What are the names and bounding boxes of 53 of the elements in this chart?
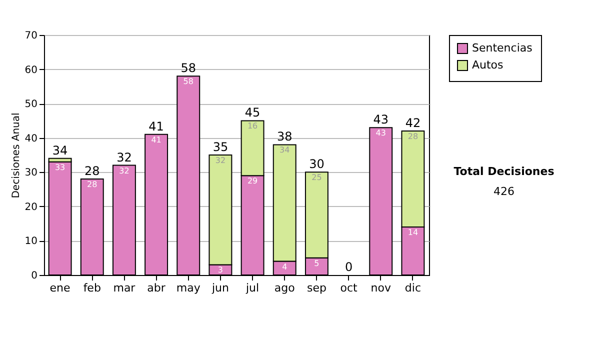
text: Total Decisiones [454, 165, 555, 178]
x-tick-label: ago [274, 282, 296, 294]
x-tick-label: abr [147, 282, 166, 294]
data-label: 16 [247, 122, 258, 131]
total-label: 42 [405, 116, 421, 130]
x-tick-label: feb [83, 282, 101, 294]
x-tick-label: jun [210, 282, 229, 294]
total-label: 41 [148, 119, 164, 134]
y-tick-label: 30 [24, 168, 38, 179]
data-label: 28 [408, 132, 418, 141]
legend-label: Autos [472, 58, 504, 72]
data-label: 25 [312, 173, 322, 182]
x-tick-label: may [176, 282, 201, 294]
y-tick-label: 50 [24, 99, 38, 110]
data-label: 32 [215, 156, 226, 165]
data-label: 43 [376, 128, 386, 138]
y-tick-label: 10 [24, 236, 38, 248]
total-label: 35 [212, 140, 228, 154]
data-label: 33 [54, 162, 66, 172]
total-label: 38 [276, 130, 292, 144]
y-tick-label: 0 [31, 270, 38, 282]
data-label: 3 [218, 266, 224, 275]
x-tick-label: oct [340, 282, 358, 294]
data-label: 29 [247, 176, 258, 186]
data-label: 34 [280, 146, 290, 155]
y-tick-label: 60 [24, 64, 38, 76]
y-tick-label: 70 [24, 30, 38, 42]
data-label: 14 [408, 228, 418, 237]
data-label: 4 [282, 262, 288, 272]
data-label: 5 [314, 258, 320, 268]
legend-label: Sentencias [472, 42, 533, 54]
data-label: 28 [87, 180, 98, 189]
x-tick-label: sep [306, 282, 326, 294]
total-label: 43 [373, 112, 389, 127]
x-tick-label: nov [370, 282, 392, 294]
total-label: 28 [84, 164, 100, 178]
data-label: 32 [119, 166, 130, 176]
total-label: 0 [344, 260, 353, 274]
x-tick-label: ene [50, 282, 71, 294]
total-label: 32 [116, 150, 132, 164]
total-label: 45 [244, 106, 260, 120]
total-label: 34 [52, 143, 68, 158]
y-axis-title: Decisiones Anual [10, 112, 22, 198]
total-label: 30 [309, 157, 324, 172]
total-label: 58 [180, 61, 196, 76]
y-tick-label: 20 [24, 202, 38, 213]
data-label: 41 [151, 135, 162, 144]
data-label: 58 [183, 77, 194, 86]
text: 426 [494, 185, 514, 198]
x-tick-label: jul [244, 282, 260, 294]
x-tick-label: mar [113, 282, 136, 294]
x-tick-label: dic [404, 282, 422, 294]
y-tick-label: 40 [24, 133, 38, 144]
